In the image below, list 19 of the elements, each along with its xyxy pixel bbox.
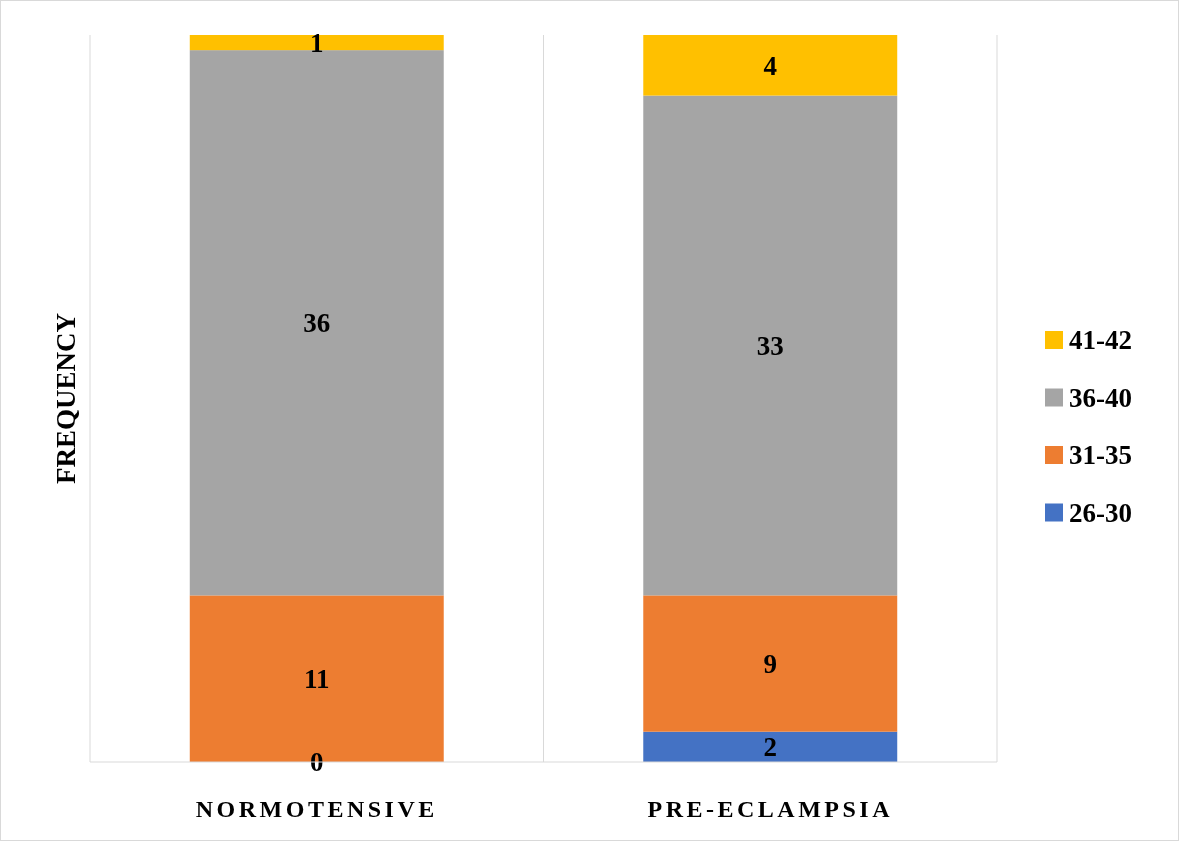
legend-label: 36-40 (1069, 382, 1132, 413)
bar (189, 50, 444, 596)
y-axis-title: FREQUENCY (51, 312, 81, 485)
x-tick-label: PRE-ECLAMPSIA (647, 796, 894, 822)
data-label: 33 (756, 330, 784, 361)
bar (643, 731, 898, 762)
x-tick-label: NORMOTENSIVE (195, 796, 438, 822)
data-label: 4 (763, 50, 777, 81)
legend-label: 31-35 (1069, 440, 1132, 471)
data-label: 2 (763, 732, 777, 763)
bar (643, 35, 898, 96)
data-label: 11 (303, 664, 330, 695)
bar (189, 35, 444, 51)
bar (643, 595, 898, 732)
data-label: 36 (303, 308, 331, 339)
legend-label: 26-30 (1069, 497, 1132, 528)
data-label: 9 (763, 649, 777, 679)
legend-label: 41-42 (1069, 325, 1132, 356)
bar (643, 95, 898, 596)
